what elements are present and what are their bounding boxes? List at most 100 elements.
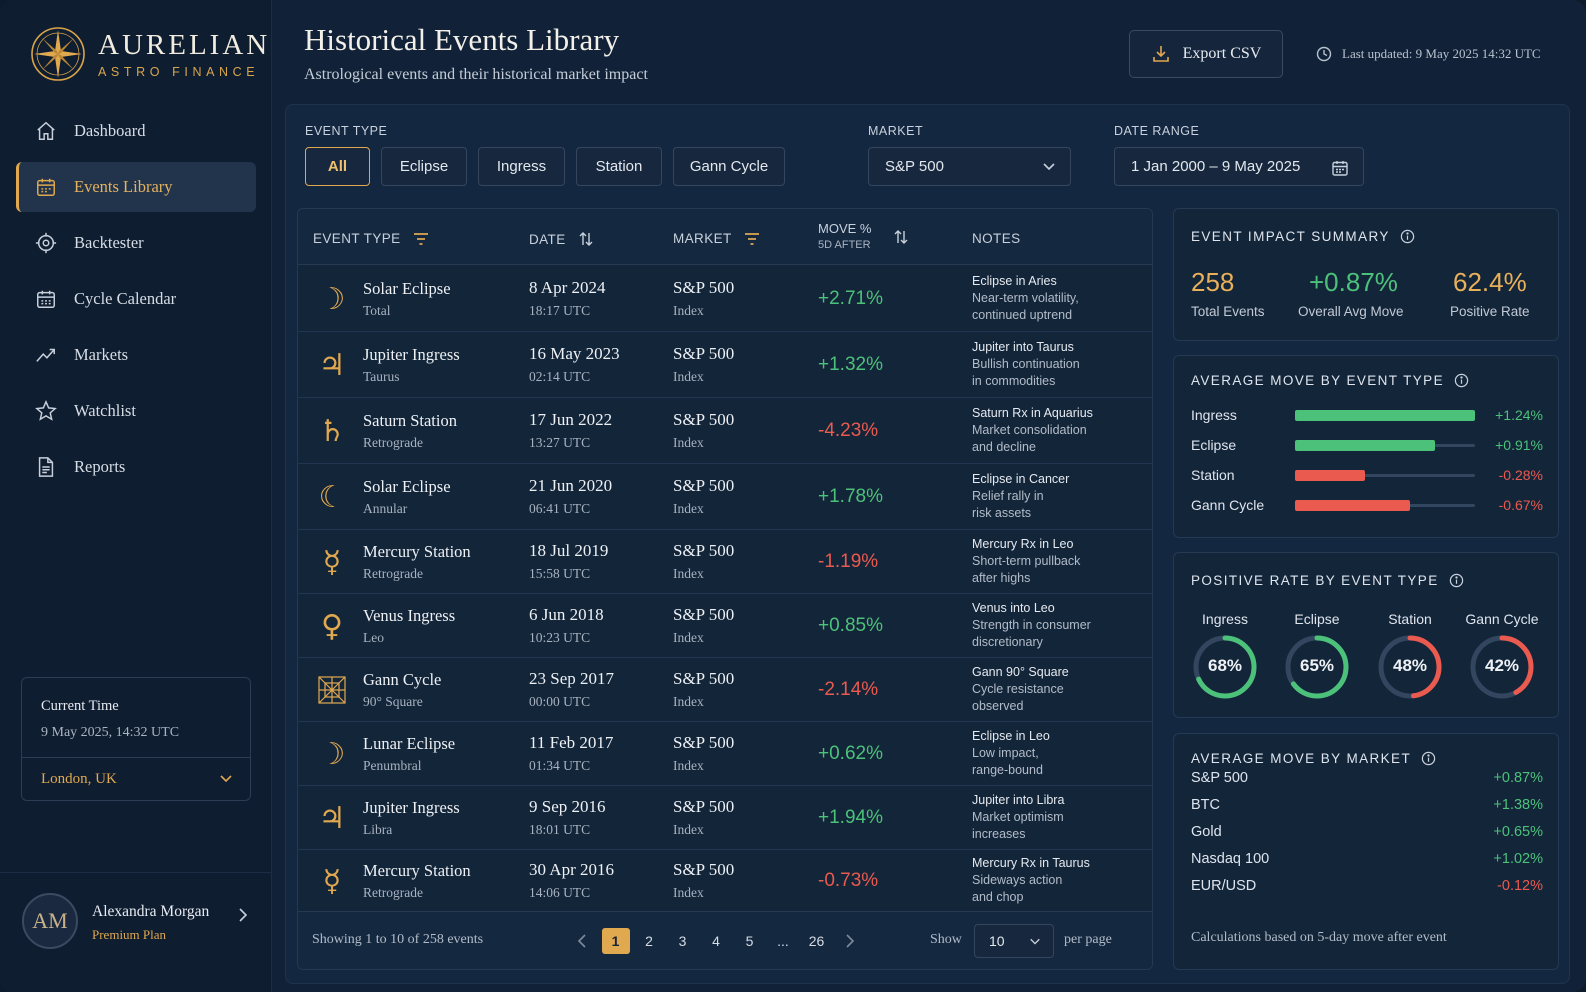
table-row[interactable]: ☽ Lunar Eclipse Penumbral 11 Feb 2017 01:34 … xyxy=(298,722,1152,786)
bar-fill xyxy=(1295,470,1365,481)
event-name: Mercury Station xyxy=(363,542,471,561)
col-move[interactable]: MOVE % 5D AFTER xyxy=(818,221,871,253)
page-numbers: 1 2 3 4 5... 26 xyxy=(601,928,837,954)
bar-row-ingress: Ingress +1.24% xyxy=(1191,406,1543,426)
info-icon[interactable] xyxy=(1400,229,1415,244)
avg-by-type-title: AVERAGE MOVE BY EVENT TYPE xyxy=(1191,373,1444,388)
table-row[interactable]: ☿ Mercury Station Retrograde 30 Apr 2016 14:… xyxy=(298,850,1152,912)
col-date[interactable]: DATE xyxy=(529,231,594,247)
next-page-icon[interactable] xyxy=(836,928,864,954)
document-icon xyxy=(34,455,58,479)
sidebar-item-reports[interactable]: Reports xyxy=(16,442,256,492)
chip-station[interactable]: Station xyxy=(576,147,662,186)
prev-page-icon[interactable] xyxy=(568,928,596,954)
note-line: in commodities xyxy=(972,374,1056,388)
chip-eclipse[interactable]: Eclipse xyxy=(381,147,467,186)
sidebar-item-cycle-calendar[interactable]: Cycle Calendar xyxy=(16,274,256,324)
info-icon[interactable] xyxy=(1421,751,1436,766)
col-event-type[interactable]: EVENT TYPE xyxy=(313,231,429,246)
page-2[interactable]: 2 xyxy=(645,933,653,949)
page-4[interactable]: 4 xyxy=(712,933,720,949)
pagination: 1 2 3 4 5... 26 xyxy=(568,926,870,956)
planet-symbol-icon: ☾ xyxy=(318,479,346,515)
chip-gann-cycle[interactable]: Gann Cycle xyxy=(673,147,785,186)
location-select[interactable]: London, UK xyxy=(41,771,117,787)
event-time: 13:27 UTC xyxy=(529,435,591,450)
note-line: risk assets xyxy=(972,506,1032,520)
user-profile[interactable]: AM Alexandra Morgan Premium Plan xyxy=(0,872,272,992)
event-market-type: Index xyxy=(673,694,704,709)
event-name: Solar Eclipse xyxy=(363,477,451,496)
bar-label: Station xyxy=(1191,467,1235,483)
note-line: observed xyxy=(972,699,1024,713)
star-icon xyxy=(34,399,58,423)
table-row[interactable]: ☽ Solar Eclipse Total 8 Apr 2024 18:17 UTC S&… xyxy=(298,265,1152,332)
note-line: Bullish continuation xyxy=(972,357,1080,371)
avatar[interactable]: AM xyxy=(22,893,78,949)
note-line: and decline xyxy=(972,440,1036,454)
info-icon[interactable] xyxy=(1449,573,1464,588)
sidebar-item-backtester[interactable]: Backtester xyxy=(16,218,256,268)
event-date: 23 Sep 2017 xyxy=(529,669,614,688)
filter-icon[interactable] xyxy=(744,232,760,246)
bar-row-station: Station -0.28% xyxy=(1191,466,1543,486)
table-row[interactable]: Gann Cycle 90° Square 23 Sep 2017 00:00 UTC… xyxy=(298,658,1152,722)
note-line: and chop xyxy=(972,890,1024,904)
sort-icon[interactable] xyxy=(578,231,594,247)
event-market-type: Index xyxy=(673,822,704,837)
page-1[interactable]: 1 xyxy=(601,928,630,954)
chevron-down-icon[interactable] xyxy=(219,771,233,790)
filter-icon[interactable] xyxy=(413,232,429,246)
sort-icon[interactable] xyxy=(893,229,909,250)
per-page-select[interactable]: 10 xyxy=(974,924,1054,958)
events-table: EVENT TYPE DATE MARKET MOVE % 5D AFTER xyxy=(297,208,1153,970)
info-icon[interactable] xyxy=(1454,373,1469,388)
table-row[interactable]: ♃ Jupiter Ingress Taurus 16 May 2023 02:14 U… xyxy=(298,331,1152,398)
page-title: Historical Events Library xyxy=(304,22,620,57)
bar-value: -0.67% xyxy=(1498,497,1543,513)
market-row: S&P 500 +0.87% xyxy=(1191,770,1543,790)
chip-all[interactable]: All xyxy=(305,147,370,186)
chevron-right-icon[interactable] xyxy=(236,907,250,928)
divider xyxy=(22,757,250,758)
calendar-icon xyxy=(34,175,58,199)
table-row[interactable]: ♄ Saturn Station Retrograde 17 Jun 2022 13:2… xyxy=(298,398,1152,464)
brand[interactable]: AURELIAN ASTRO FINANCE xyxy=(30,26,270,82)
event-market: S&P 500 xyxy=(673,344,735,363)
event-subtype: Libra xyxy=(363,822,393,837)
export-csv-button[interactable]: Export CSV xyxy=(1129,30,1283,78)
market-select[interactable]: S&P 500 xyxy=(868,147,1071,186)
table-row[interactable]: ☿ Mercury Station Retrograde 18 Jul 2019 15:… xyxy=(298,530,1152,594)
table-row[interactable]: ♃ Jupiter Ingress Libra 9 Sep 2016 18:01 UTC… xyxy=(298,786,1152,850)
card-title: AVERAGE MOVE BY EVENT TYPE xyxy=(1191,373,1469,388)
page-26[interactable]: 26 xyxy=(808,933,825,949)
page-3[interactable]: 3 xyxy=(678,933,687,949)
sidebar-item-dashboard[interactable]: Dashboard xyxy=(16,106,256,156)
chip-ingress[interactable]: Ingress xyxy=(478,147,565,186)
page-5[interactable]: 5 xyxy=(745,933,754,949)
ring-value: 48% xyxy=(1392,656,1428,675)
summary-title: EVENT IMPACT SUMMARY xyxy=(1191,229,1390,244)
avg-move-value: +0.87% xyxy=(1309,267,1398,297)
sidebar-item-events-library[interactable]: Events Library xyxy=(16,162,256,212)
col-market[interactable]: MARKET xyxy=(673,231,760,246)
total-events-label: Total Events xyxy=(1191,304,1265,319)
bar-fill xyxy=(1295,500,1410,511)
table-row[interactable]: ☾ Solar Eclipse Annular 21 Jun 2020 06:41 UT… xyxy=(298,464,1152,530)
ring-arc xyxy=(1193,635,1257,699)
sidebar-item-markets[interactable]: Markets xyxy=(16,330,256,380)
date-range-picker[interactable]: 1 Jan 2000 – 9 May 2025 xyxy=(1114,147,1364,186)
planet-symbol-icon: ♃ xyxy=(318,347,346,383)
event-market: S&P 500 xyxy=(673,278,735,297)
note-headline: Eclipse in Aries xyxy=(972,274,1057,288)
chevron-down-icon xyxy=(1042,159,1056,173)
event-date: 6 Jun 2018 xyxy=(529,605,604,624)
positive-rate-ring xyxy=(1193,635,1257,699)
col-move-label: MOVE % xyxy=(818,221,872,236)
note-line: Relief rally in xyxy=(972,489,1044,503)
ring-arc xyxy=(1285,635,1349,699)
table-row[interactable]: ♀ Venus Ingress Leo 6 Jun 2018 10:23 UTC S&P … xyxy=(298,594,1152,658)
table-header: EVENT TYPE DATE MARKET MOVE % 5D AFTER xyxy=(298,209,1152,265)
sidebar-item-watchlist[interactable]: Watchlist xyxy=(16,386,256,436)
event-notes: Eclipse in Leo Low impact, range-bound xyxy=(972,728,1147,779)
